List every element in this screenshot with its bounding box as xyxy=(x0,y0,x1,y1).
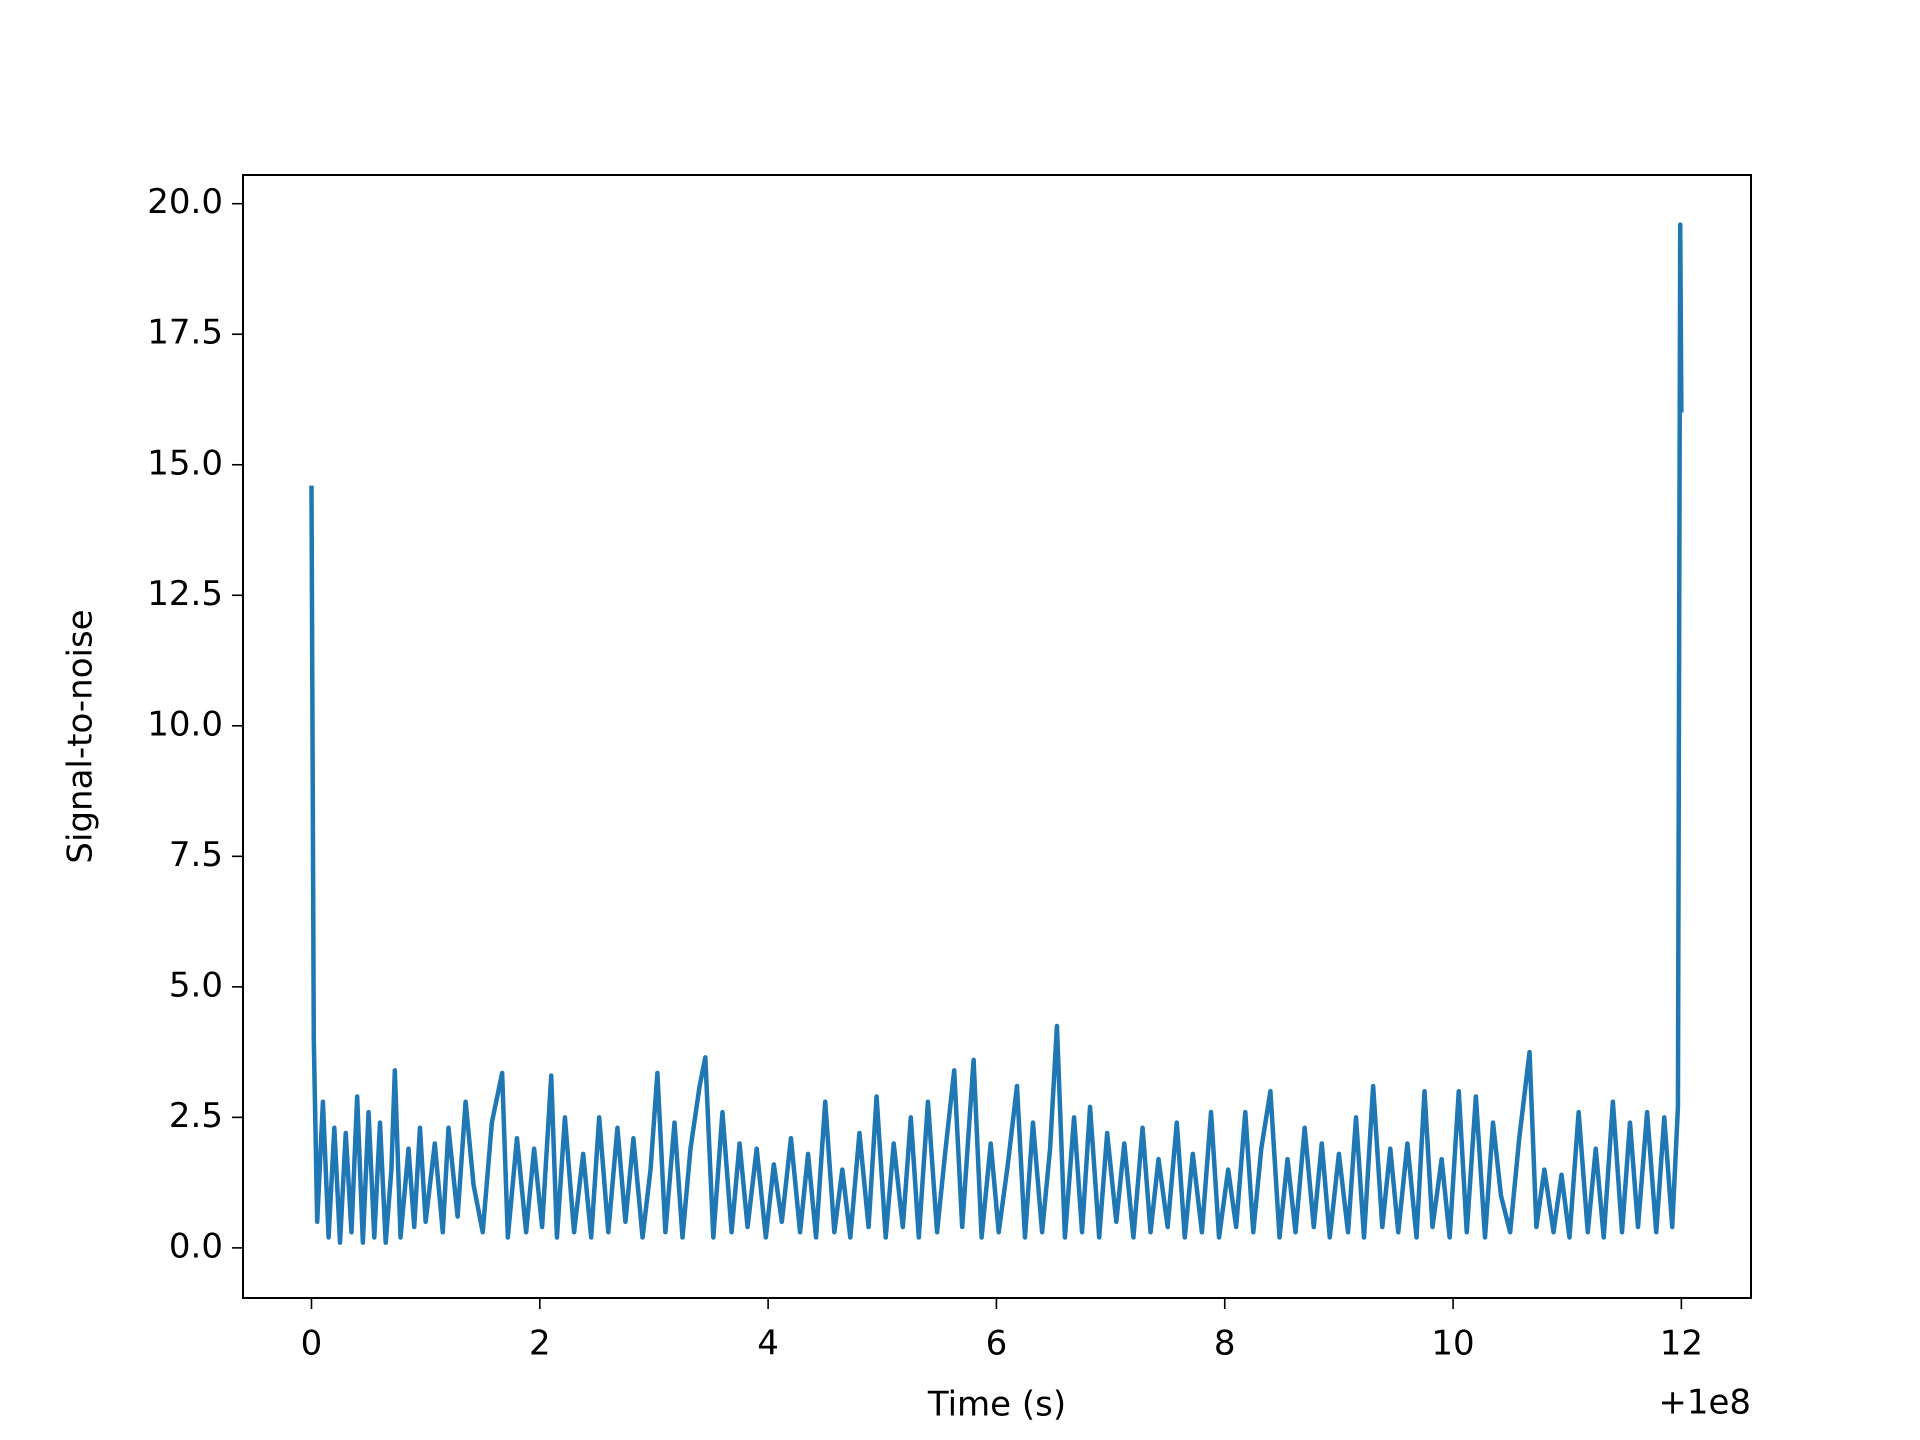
x-offset-label: +1e8 xyxy=(1658,1383,1751,1423)
y-tick-label: 2.5 xyxy=(169,1096,223,1136)
x-tick-label: 4 xyxy=(757,1324,779,1364)
y-tick-label: 15.0 xyxy=(147,443,223,483)
y-tick-label: 12.5 xyxy=(147,574,223,614)
x-tick-label: 10 xyxy=(1431,1324,1474,1364)
x-tick-label: 0 xyxy=(301,1324,323,1364)
signal-line xyxy=(309,222,1684,1245)
y-tick-label: 17.5 xyxy=(147,313,223,353)
y-axis-label: Signal-to-noise xyxy=(61,609,101,863)
x-tick-label: 12 xyxy=(1660,1324,1703,1364)
x-axis-label: Time (s) xyxy=(927,1385,1066,1425)
y-tick-label: 10.0 xyxy=(147,704,223,744)
x-tick-label: 8 xyxy=(1214,1324,1236,1364)
y-tick-label: 20.0 xyxy=(147,182,223,222)
y-tick-label: 7.5 xyxy=(169,835,223,875)
y-tick-label: 0.0 xyxy=(169,1226,223,1266)
y-tick-label: 5.0 xyxy=(169,965,223,1005)
x-tick-label: 2 xyxy=(529,1324,551,1364)
x-tick-label: 6 xyxy=(986,1324,1008,1364)
